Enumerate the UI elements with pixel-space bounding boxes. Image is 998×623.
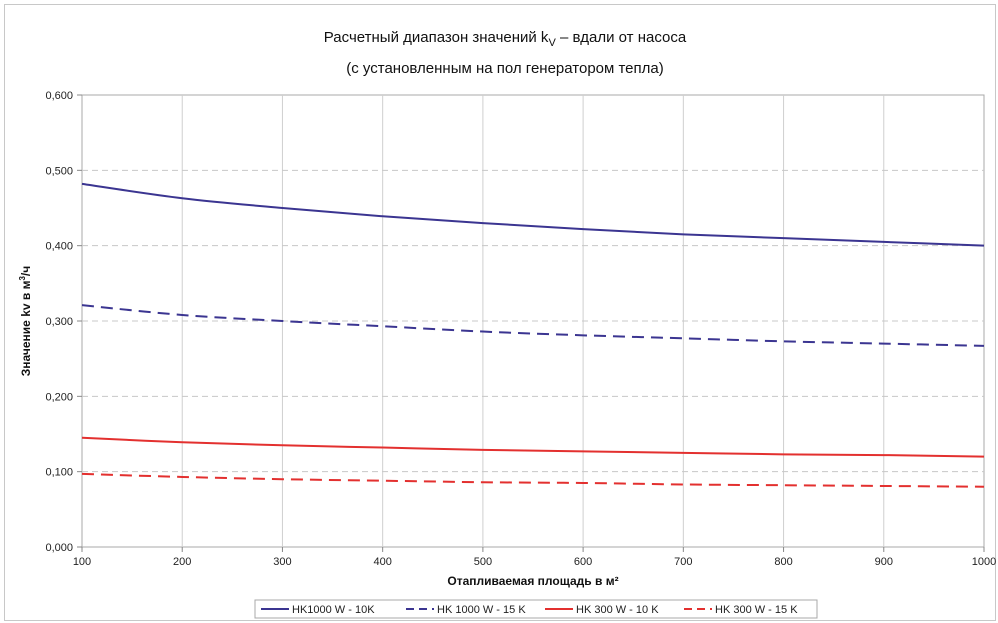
x-tick-label: 800 bbox=[774, 556, 792, 568]
x-tick-label: 100 bbox=[73, 556, 91, 568]
tick-labels: 100 200 300 400 500 600 700 800 900 1000 0,000 0,10… bbox=[45, 90, 996, 568]
series-line-4 bbox=[81, 472, 985, 488]
grid bbox=[77, 94, 985, 552]
legend: HK1000 W - 10K HK 1000 W - 15 K HK 300 W -… bbox=[261, 604, 798, 616]
legend-label-1: HK1000 W - 10K bbox=[292, 604, 375, 616]
legend-label-4: HK 300 W - 15 K bbox=[715, 604, 798, 616]
legend-label-2: HK 1000 W - 15 K bbox=[437, 604, 526, 616]
y-tick-label: 0,300 bbox=[45, 316, 73, 328]
x-tick-label: 600 bbox=[574, 556, 592, 568]
y-axis-label: Значение kv в м3/ч bbox=[18, 266, 33, 376]
legend-label-3: HK 300 W - 10 K bbox=[576, 604, 659, 616]
x-tick-label: 1000 bbox=[972, 556, 996, 568]
x-tick-label: 700 bbox=[674, 556, 692, 568]
y-tick-label: 0,100 bbox=[45, 467, 73, 479]
y-tick-label: 0,600 bbox=[45, 90, 73, 102]
y-tick-label: 0,500 bbox=[45, 165, 73, 177]
series-line-2 bbox=[81, 304, 985, 347]
x-tick-label: 900 bbox=[875, 556, 893, 568]
legend-box bbox=[254, 599, 818, 619]
series-line-1 bbox=[81, 182, 985, 247]
x-tick-label: 300 bbox=[273, 556, 291, 568]
chart-title: Расчетный диапазон значений kV – вдали о… bbox=[324, 29, 687, 49]
chart-subtitle: (с установленным на пол генератором тепл… bbox=[346, 60, 664, 77]
series-line-3 bbox=[81, 436, 985, 458]
series-layer bbox=[81, 182, 985, 488]
y-tick-label: 0,000 bbox=[45, 542, 73, 554]
x-tick-label: 400 bbox=[373, 556, 391, 568]
x-tick-label: 200 bbox=[173, 556, 191, 568]
y-tick-label: 0,400 bbox=[45, 241, 73, 253]
y-tick-label: 0,200 bbox=[45, 391, 73, 403]
x-axis-label: Отапливаемая площадь в м² bbox=[447, 574, 618, 588]
x-tick-label: 500 bbox=[474, 556, 492, 568]
